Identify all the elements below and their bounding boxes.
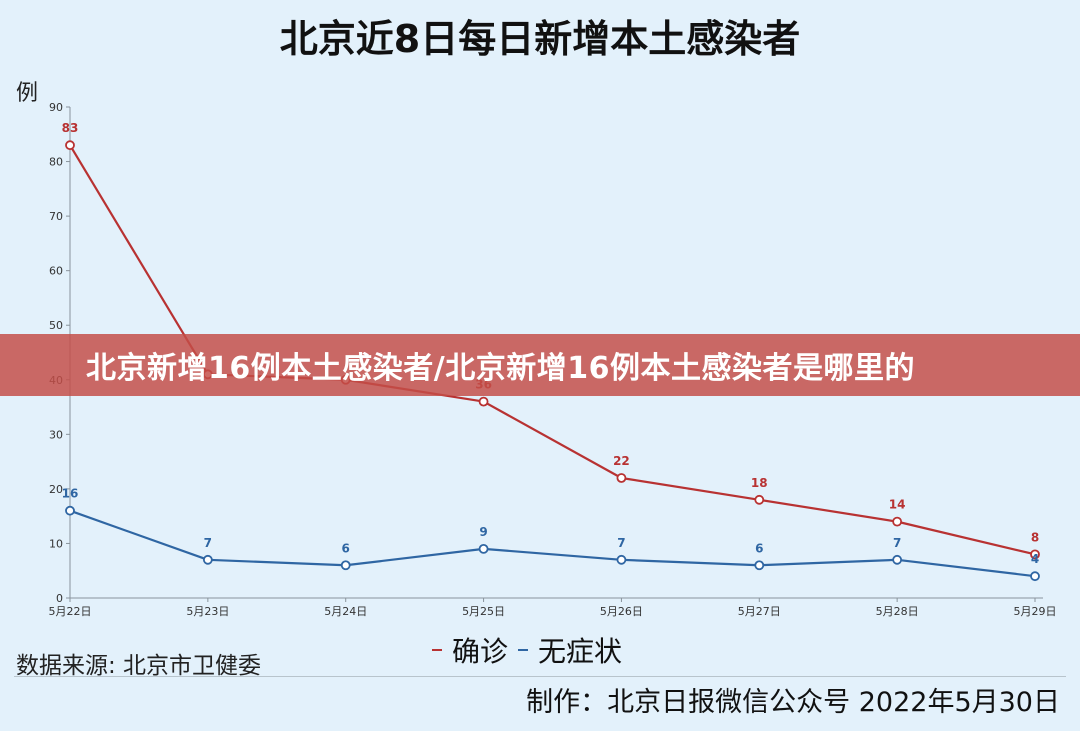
data-point-asymptomatic [754,560,765,571]
data-point-asymptomatic [65,505,75,516]
data-label-asymptomatic: 6 [342,541,350,555]
data-label-confirmed: 8 [1031,530,1039,544]
y-tick-label: 50 [49,319,63,332]
legend-swatch-asymptomatic [518,649,529,651]
x-tick-label: 5月22日 [49,605,92,618]
x-tick-label: 5月25日 [462,605,505,618]
y-tick-label: 30 [49,428,63,441]
x-tick-label: 5月29日 [1014,605,1057,618]
data-point-asymptomatic [892,554,903,565]
y-axis-label: 例 [16,81,38,106]
legend-item-confirmed: 确诊 [432,630,508,670]
x-tick-label: 5月27日 [738,605,781,618]
data-label-asymptomatic: 4 [1031,552,1039,566]
y-tick-label: 60 [49,265,63,278]
x-tick-label: 5月28日 [876,605,919,618]
footer-divider [14,676,1066,677]
chart-title: 北京近8日每日新增本土感染者 [280,17,800,61]
y-tick-label: 0 [56,592,63,605]
data-label-confirmed: 83 [62,121,79,135]
x-tick-label: 5月23日 [186,605,229,618]
data-label-confirmed: 22 [613,454,630,468]
data-point-asymptomatic [478,544,489,554]
data-point-confirmed [1030,549,1040,560]
data-label-confirmed: 14 [889,498,906,512]
y-tick-label: 70 [49,210,63,223]
data-point-asymptomatic [340,560,351,571]
data-point-confirmed [892,516,903,527]
data-label-asymptomatic: 9 [479,525,487,539]
data-label-asymptomatic: 6 [755,541,763,555]
legend-item-asymptomatic: 无症状 [518,630,622,670]
legend-label-asymptomatic: 无症状 [538,635,623,668]
data-point-asymptomatic [1030,571,1040,582]
legend-swatch-confirmed [432,649,442,651]
series-line-asymptomatic [69,509,1036,578]
y-tick-label: 20 [49,483,63,496]
banner-text: 北京新增16例本土感染者/北京新增16例本土感染者是哪里的 [86,351,915,386]
legend: 确诊 无症状 [432,630,622,670]
data-point-confirmed [754,494,765,505]
y-tick-label: 90 [49,101,63,114]
data-label-asymptomatic: 7 [617,536,625,550]
data-point-asymptomatic [202,554,213,565]
y-tick-label: 10 [49,537,63,550]
data-source: 数据来源: 北京市卫健委 [16,653,262,679]
data-point-confirmed [65,140,75,151]
data-label-asymptomatic: 7 [204,536,212,550]
data-label-asymptomatic: 7 [893,536,901,550]
legend-label-confirmed: 确诊 [452,635,509,668]
x-tick-label: 5月26日 [600,605,643,618]
footer-credit: 制作：北京日报微信公众号 2022年5月30日 [526,687,1060,718]
data-point-confirmed [616,473,627,483]
data-label-confirmed: 18 [751,476,768,490]
y-tick-label: 80 [49,156,63,169]
title-banner [0,334,1080,396]
data-point-confirmed [478,396,489,407]
data-point-asymptomatic [616,554,627,565]
data-label-asymptomatic: 16 [62,487,79,501]
x-tick-label: 5月24日 [324,605,367,618]
